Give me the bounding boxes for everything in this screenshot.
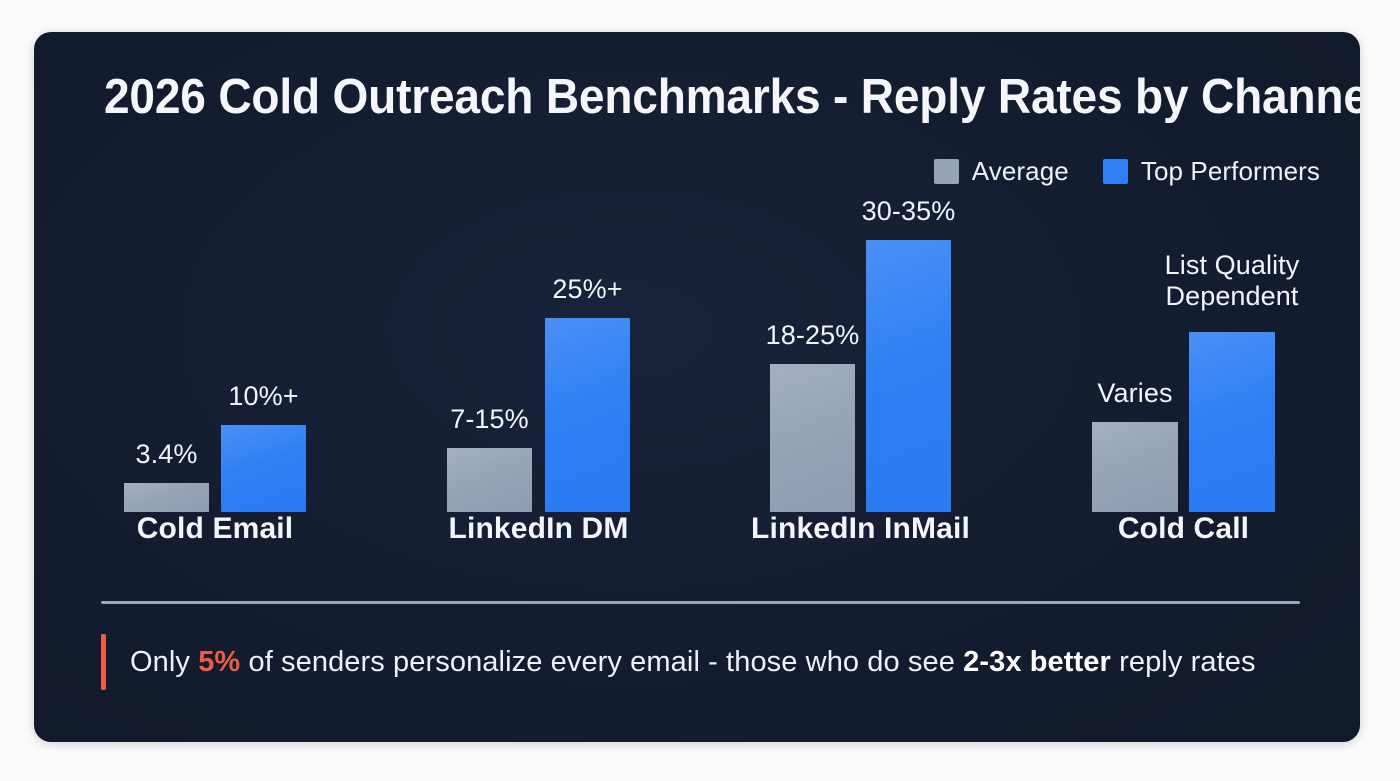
legend-swatch-average <box>933 158 959 184</box>
page-title: 2026 Cold Outreach Benchmarks - Reply Ra… <box>104 70 1360 124</box>
bar-linkedin-inmail-top-performers[interactable] <box>866 240 951 512</box>
bar-value-cold-email-average: 3.4% <box>135 439 198 469</box>
bar-value-cold-email-top-performers: 10%+ <box>228 381 299 411</box>
legend-item-average[interactable]: Average <box>933 156 1069 186</box>
bar-linkedin-dm-top-performers[interactable] <box>545 318 630 512</box>
footer-callout: Only 5% of senders personalize every ema… <box>101 634 1256 690</box>
bar-value-cold-call-average: Varies <box>1097 378 1173 408</box>
bar-value-linkedin-dm-top-performers: 25%+ <box>552 274 623 304</box>
bar-value-linkedin-inmail-average: 18-25% <box>765 320 860 350</box>
bar-value-linkedin-inmail-top-performers: 30-35% <box>861 196 956 226</box>
bar-chart-plot: 3.4% 10%+ Cold Email 7-15% 25%+ LinkedIn DM 18… <box>34 32 1360 742</box>
bar-linkedin-inmail-average[interactable] <box>770 364 855 512</box>
chart-legend: Average Top Performers <box>933 156 1320 186</box>
bar-cold-email-top-performers[interactable] <box>221 425 306 512</box>
footer-text-part3: reply rates <box>1110 646 1256 678</box>
category-label-linkedin-dm: LinkedIn DM <box>448 512 629 545</box>
footer-text: Only 5% of senders personalize every ema… <box>130 634 1256 690</box>
category-label-cold-call: Cold Call <box>1117 512 1250 545</box>
footer-text-part2: of senders personalize every email - tho… <box>240 646 964 678</box>
bar-cold-call-average[interactable] <box>1092 422 1178 512</box>
footer-highlight: 5% <box>198 646 241 678</box>
legend-label-average: Average <box>971 156 1069 186</box>
bar-cold-email-average[interactable] <box>124 483 209 512</box>
section-divider <box>101 601 1300 604</box>
legend-item-top-performers[interactable]: Top Performers <box>1102 156 1320 186</box>
bar-cold-call-top-performers[interactable] <box>1189 332 1275 512</box>
category-label-linkedin-inmail: LinkedIn InMail <box>751 512 970 545</box>
bar-value-linkedin-dm-average: 7-15% <box>450 404 529 434</box>
footer-text-part1: Only <box>130 646 199 678</box>
chart-card: 2026 Cold Outreach Benchmarks - Reply Ra… <box>34 32 1360 742</box>
bar-value-cold-call-top-performers: List Quality Dependent <box>1164 250 1300 311</box>
footer-strong: 2-3x better <box>963 646 1111 678</box>
bar-linkedin-dm-average[interactable] <box>447 448 532 512</box>
legend-swatch-top-performers <box>1102 158 1128 184</box>
legend-label-top-performers: Top Performers <box>1140 156 1320 186</box>
category-label-cold-email: Cold Email <box>136 512 294 545</box>
footer-accent-bar <box>101 634 106 690</box>
